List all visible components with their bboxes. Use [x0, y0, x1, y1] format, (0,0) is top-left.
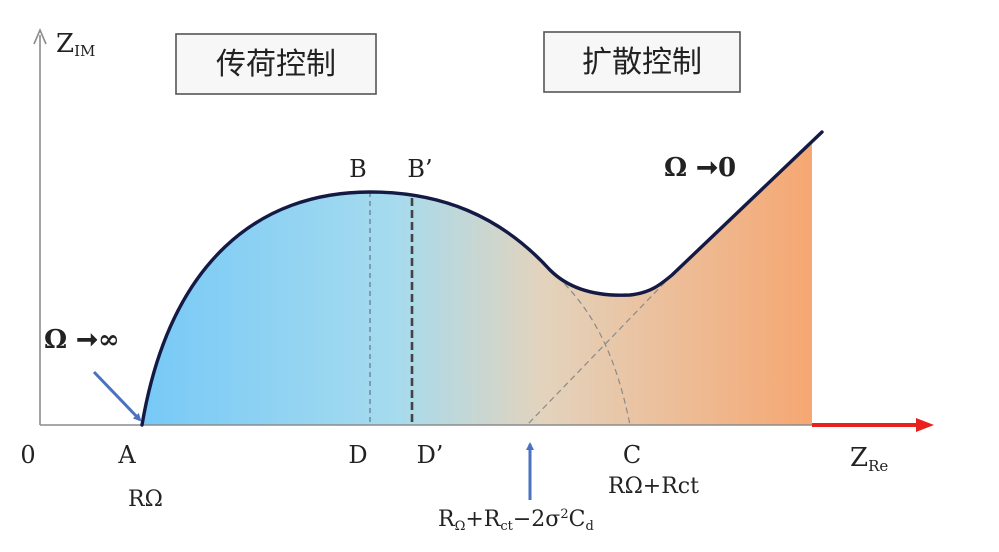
- origin-label: 0: [20, 441, 35, 469]
- point-bprime-label: B’: [407, 155, 432, 183]
- point-b-label: B: [349, 155, 367, 183]
- diffusion-label: 扩散控制: [582, 45, 702, 80]
- diffusion-box: [543, 31, 741, 93]
- warburg-intercept-label: RΩ+Rct−2σ2Cd: [438, 507, 594, 534]
- r-omega-label: RΩ: [128, 487, 163, 512]
- omega-zero-label: Ω ➞0: [664, 153, 736, 183]
- point-c-label: C: [623, 441, 641, 469]
- y-axis-arrowhead: [33, 27, 47, 45]
- charge-transfer-box: [175, 33, 377, 95]
- impedance-curve: [140, 130, 824, 427]
- charge-transfer-label: 传荷控制: [216, 47, 336, 82]
- point-dprime-label: D’: [417, 441, 444, 469]
- x-axis-red-arrowhead: [916, 418, 934, 432]
- r-omega-rct-label: RΩ+Rct: [608, 474, 699, 499]
- impedance-area-fill: [142, 140, 812, 425]
- x-axis-label: ZRe: [850, 443, 888, 475]
- omega-infinity-label: Ω ➞∞: [44, 325, 120, 355]
- point-d-label: D: [348, 441, 367, 469]
- y-axis-label: ZIM: [56, 29, 95, 60]
- dashed-warburg-extension: [526, 274, 673, 426]
- point-a-label: A: [117, 441, 136, 469]
- arrow-to-point-a: [92, 370, 142, 422]
- dashed-semicircle-continuation: [549, 269, 631, 426]
